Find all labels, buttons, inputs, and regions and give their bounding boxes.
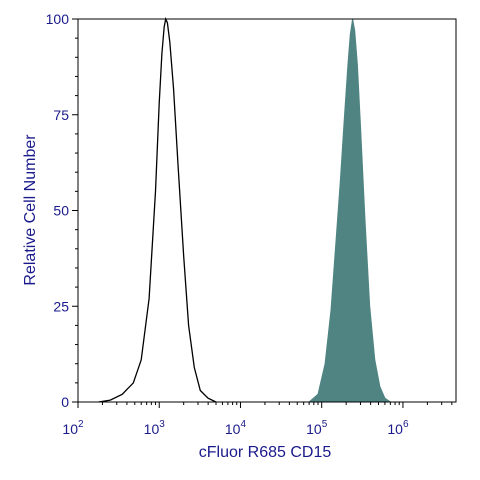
axis-layer: 0 25 50 75 100 102 103 104 105 106 [46, 11, 457, 437]
y-tick-label: 75 [53, 107, 69, 123]
x-tick-label: 103 [144, 419, 166, 437]
y-tick-label: 100 [46, 11, 70, 27]
plot-frame [77, 18, 457, 403]
x-tick-label: 102 [62, 419, 84, 437]
y-axis-title: Relative Cell Number [22, 134, 39, 286]
series-filled-histogram [307, 18, 393, 403]
x-axis-title: cFluor R685 CD15 [199, 444, 332, 461]
x-tick-label: 106 [387, 419, 409, 437]
series-outline-histogram [98, 16, 217, 403]
y-tick-label: 0 [61, 394, 69, 410]
y-tick-label: 25 [53, 298, 69, 314]
series-layer [98, 16, 393, 403]
x-tick-label: 104 [225, 419, 247, 437]
y-tick-label: 50 [53, 203, 69, 219]
x-tick-label: 105 [306, 419, 328, 437]
